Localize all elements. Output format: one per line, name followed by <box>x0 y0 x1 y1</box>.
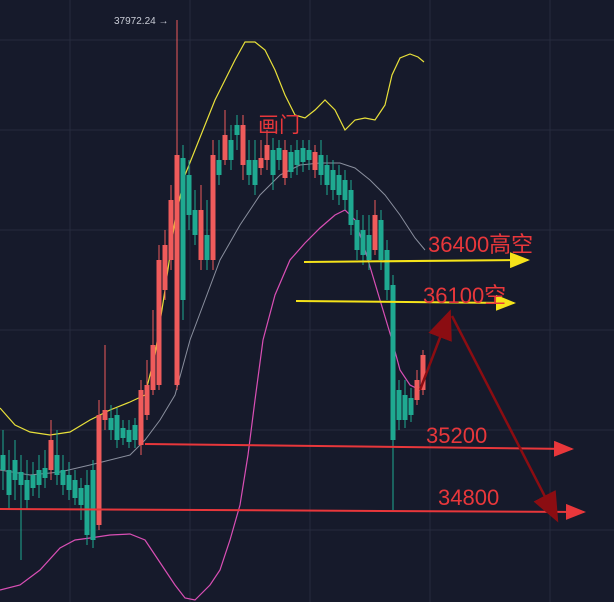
candle-body-13 <box>78 488 84 505</box>
level-line-36100 <box>295 294 516 311</box>
candle-body-15 <box>90 470 96 540</box>
candle-body-55 <box>330 170 336 190</box>
candle-body-54 <box>324 165 330 185</box>
candle-body-46 <box>276 148 282 160</box>
candle-body-7 <box>42 468 48 478</box>
candle-body-57 <box>342 180 348 200</box>
candle-body-56 <box>336 175 342 195</box>
candle-body-3 <box>18 472 24 485</box>
candle-body-48 <box>288 152 294 172</box>
candle-body-37 <box>222 135 228 160</box>
candle-body-16 <box>96 415 102 525</box>
candle-body-32 <box>192 210 198 235</box>
candle-body-10 <box>60 470 66 485</box>
candle-body-21 <box>126 430 132 442</box>
door-label: 画门 <box>258 114 300 137</box>
bollinger-bands <box>0 41 426 601</box>
candle-body-52 <box>312 152 318 170</box>
candle-body-27 <box>162 245 168 290</box>
level-line-34800 <box>0 503 586 520</box>
candle-body-1 <box>6 470 12 495</box>
candle-body-65 <box>390 285 396 440</box>
upper-band-line <box>0 41 425 436</box>
candle-body-4 <box>24 480 30 500</box>
candle-body-29 <box>174 155 180 385</box>
candle-body-43 <box>258 158 264 168</box>
candle-body-38 <box>228 140 234 160</box>
candle-body-22 <box>132 425 138 440</box>
candle-body-49 <box>294 150 300 165</box>
candle-body-42 <box>252 160 258 185</box>
candle-body-67 <box>402 395 408 420</box>
high-price-label: 37972.24 → <box>114 16 169 27</box>
candle-body-2 <box>12 460 18 480</box>
candle-body-70 <box>420 355 426 390</box>
candle-body-23 <box>138 390 144 445</box>
candle-body-40 <box>240 125 246 165</box>
candle-body-35 <box>210 155 216 260</box>
candle-body-25 <box>150 345 156 390</box>
projection-arrow-down <box>450 315 559 523</box>
candle-body-5 <box>30 475 36 488</box>
candle-body-34 <box>204 235 210 260</box>
candle-body-59 <box>354 220 360 250</box>
level-label-36400: 36400高空 <box>428 232 533 257</box>
candle-body-17 <box>102 410 108 420</box>
candle-body-45 <box>270 150 276 175</box>
candle-body-62 <box>372 215 378 250</box>
candle-body-47 <box>282 150 288 178</box>
candle-body-31 <box>186 175 192 215</box>
candle-body-36 <box>216 160 222 175</box>
candle-body-33 <box>198 210 204 260</box>
candle-body-44 <box>264 145 270 160</box>
candle-body-69 <box>414 380 420 400</box>
candle-body-58 <box>348 190 354 225</box>
candle-body-61 <box>366 235 372 260</box>
candle-body-9 <box>54 455 60 475</box>
annotations: 37972.24 → 画门 36400高空 36100空 35200 34800 <box>0 16 586 523</box>
candle-body-11 <box>66 475 72 490</box>
candle-body-30 <box>180 158 186 300</box>
candle-body-63 <box>378 220 384 260</box>
candle-body-26 <box>156 260 162 385</box>
candle-body-50 <box>300 148 306 162</box>
candle-body-19 <box>114 415 120 440</box>
candle-body-28 <box>168 200 174 260</box>
candle-body-12 <box>72 480 78 498</box>
candle-body-41 <box>246 160 252 175</box>
candle-body-60 <box>360 230 366 255</box>
level-line-36400 <box>303 252 530 269</box>
level-label-34800: 34800 <box>438 485 499 510</box>
candles <box>0 20 426 560</box>
candle-body-18 <box>108 418 114 430</box>
candle-body-20 <box>120 428 126 438</box>
candle-body-66 <box>396 390 402 420</box>
candle-body-24 <box>144 385 150 415</box>
lower-band-line <box>0 209 421 601</box>
candle-body-68 <box>408 398 414 415</box>
candle-body-0 <box>0 455 6 470</box>
projection-arrow-up <box>418 309 452 391</box>
level-line-35200 <box>144 440 574 457</box>
candle-body-39 <box>234 125 240 135</box>
level-label-36100: 36100空 <box>423 283 506 308</box>
candle-body-53 <box>318 155 324 175</box>
candle-body-8 <box>48 440 54 470</box>
candle-body-51 <box>306 150 312 160</box>
level-label-35200: 35200 <box>426 423 487 448</box>
candle-body-6 <box>36 470 42 485</box>
candle-body-64 <box>384 250 390 290</box>
middle-band-line <box>0 162 426 476</box>
